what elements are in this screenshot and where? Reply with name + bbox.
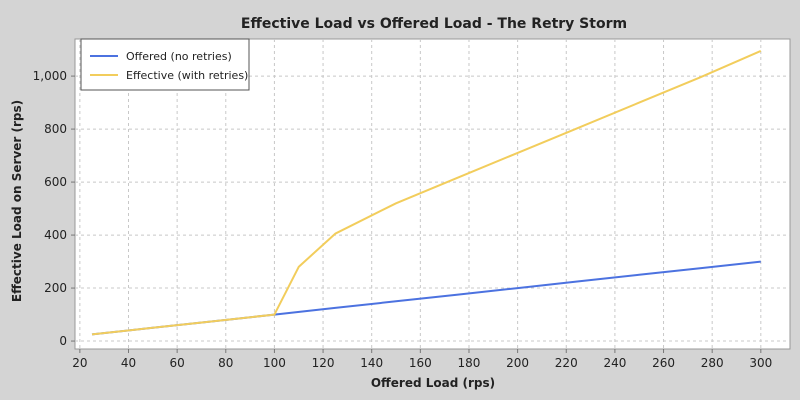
x-tick-label: 140 xyxy=(360,356,383,370)
x-tick-label: 80 xyxy=(218,356,233,370)
x-tick-label: 100 xyxy=(263,356,286,370)
y-axis-title: Effective Load on Server (rps) xyxy=(10,100,24,302)
legend-label-offered: Offered (no retries) xyxy=(126,50,232,63)
y-tick-label: 1,000 xyxy=(33,69,67,83)
x-tick-label: 200 xyxy=(506,356,529,370)
series-line-1 xyxy=(91,49,762,336)
x-tick-label: 20 xyxy=(72,356,87,370)
x-tick-label: 160 xyxy=(409,356,432,370)
chart-title: Effective Load vs Offered Load - The Ret… xyxy=(241,16,627,32)
y-axis: 0 200 400 600 800 1,000 xyxy=(33,69,75,348)
x-tick-label: 280 xyxy=(701,356,724,370)
y-tick-label: 200 xyxy=(44,281,67,295)
x-axis: 20 40 60 80 100 120 140 160 180 200 220 240 260 280 30… xyxy=(72,349,772,370)
y-tick-label: 800 xyxy=(44,122,67,136)
y-tick-label: 400 xyxy=(44,228,67,242)
x-tick-label: 40 xyxy=(121,356,136,370)
x-tick-label: 260 xyxy=(652,356,675,370)
y-tick-label: 0 xyxy=(59,334,67,348)
legend-label-effective: Effective (with retries) xyxy=(126,69,248,82)
y-tick-label: 600 xyxy=(44,175,67,189)
grid-lines xyxy=(75,39,790,349)
x-tick-label: 220 xyxy=(555,356,578,370)
x-tick-label: 120 xyxy=(312,356,335,370)
x-tick-label: 300 xyxy=(749,356,772,370)
x-tick-label: 240 xyxy=(603,356,626,370)
legend: Offered (no retries) Effective (with ret… xyxy=(80,38,250,91)
x-tick-label: 180 xyxy=(458,356,481,370)
x-tick-label: 60 xyxy=(170,356,185,370)
x-axis-title: Offered Load (rps) xyxy=(371,376,495,390)
series-lines xyxy=(91,49,762,336)
legend-box xyxy=(80,38,250,91)
